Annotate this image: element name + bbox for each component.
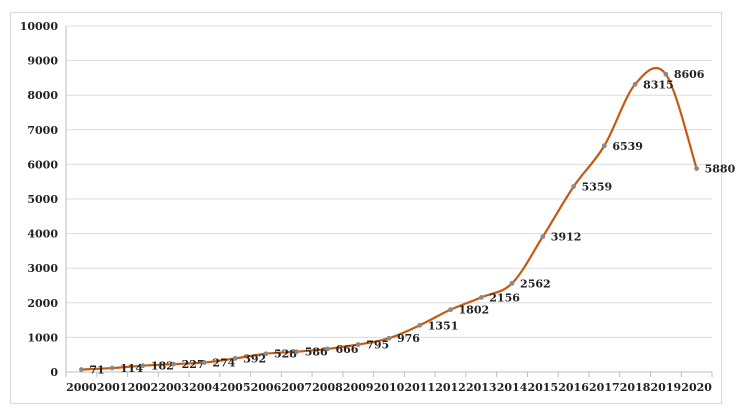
data-point bbox=[663, 71, 669, 77]
data-point bbox=[109, 365, 115, 371]
data-label: 666 bbox=[335, 343, 358, 356]
data-label: 2156 bbox=[489, 291, 520, 304]
data-label: 795 bbox=[366, 338, 389, 351]
data-point bbox=[355, 342, 361, 347]
data-label: 182 bbox=[151, 360, 174, 373]
data-label: 6539 bbox=[612, 140, 643, 153]
y-tick-label: 2000 bbox=[27, 297, 58, 310]
y-tick-label: 5000 bbox=[27, 193, 58, 206]
data-label: 8606 bbox=[674, 68, 705, 81]
data-label: 5880 bbox=[705, 163, 736, 176]
data-label: 392 bbox=[243, 352, 266, 365]
data-label: 1351 bbox=[428, 319, 459, 332]
x-tick-label: 2017 bbox=[589, 381, 620, 394]
x-tick-label: 2009 bbox=[343, 381, 374, 394]
x-tick-label: 2014 bbox=[497, 381, 528, 394]
x-tick-label: 2002 bbox=[128, 381, 159, 394]
data-point bbox=[601, 143, 607, 149]
series-line bbox=[81, 67, 698, 371]
x-tick-label: 2007 bbox=[281, 381, 312, 394]
x-tick-label: 2006 bbox=[251, 381, 282, 394]
data-label: 1802 bbox=[459, 304, 490, 317]
data-point bbox=[386, 335, 392, 341]
chart-frame bbox=[10, 12, 722, 404]
x-tick-label: 2004 bbox=[189, 381, 220, 394]
data-label: 976 bbox=[397, 332, 420, 345]
x-tick-label: 2013 bbox=[466, 381, 497, 394]
y-tick-label: 6000 bbox=[27, 158, 58, 171]
data-point bbox=[78, 367, 84, 372]
y-tick-label: 4000 bbox=[27, 228, 58, 241]
y-tick-label: 9000 bbox=[27, 55, 58, 68]
data-point bbox=[325, 346, 330, 352]
x-tick-label: 2001 bbox=[97, 381, 128, 394]
x-tick-label: 2003 bbox=[158, 381, 189, 394]
y-tick-label: 3000 bbox=[27, 262, 58, 275]
x-tick-label: 2008 bbox=[312, 381, 343, 394]
y-tick-label: 1000 bbox=[27, 331, 58, 344]
data-point bbox=[202, 360, 207, 365]
x-tick-label: 2018 bbox=[620, 381, 651, 394]
data-point bbox=[478, 295, 484, 300]
y-tick-label: 7000 bbox=[27, 124, 58, 137]
data-point bbox=[171, 361, 177, 367]
data-point bbox=[509, 280, 515, 286]
x-tick-label: 2012 bbox=[435, 381, 466, 394]
data-label: 8315 bbox=[643, 78, 674, 91]
data-label: 114 bbox=[120, 362, 143, 375]
data-label: 2562 bbox=[520, 277, 551, 290]
data-point bbox=[448, 307, 453, 313]
data-label: 5359 bbox=[582, 181, 613, 194]
data-point bbox=[232, 356, 238, 361]
data-point bbox=[140, 363, 146, 369]
x-tick-label: 2016 bbox=[558, 381, 589, 394]
data-label: 528 bbox=[274, 348, 297, 361]
data-label: 71 bbox=[89, 364, 104, 377]
data-label: 3912 bbox=[551, 231, 582, 244]
x-tick-label: 2005 bbox=[220, 381, 251, 394]
data-label: 274 bbox=[212, 357, 235, 370]
data-label: 227 bbox=[182, 358, 205, 371]
x-tick-label: 2011 bbox=[404, 381, 435, 394]
data-point bbox=[263, 351, 269, 357]
x-tick-label: 2015 bbox=[527, 381, 558, 394]
y-tick-label: 0 bbox=[50, 366, 58, 379]
data-point bbox=[540, 234, 546, 240]
data-point bbox=[632, 81, 638, 87]
y-tick-label: 10000 bbox=[20, 20, 59, 33]
y-tick-label: 8000 bbox=[27, 89, 58, 102]
x-tick-label: 2020 bbox=[681, 381, 712, 394]
data-label: 586 bbox=[305, 346, 328, 359]
data-point bbox=[294, 349, 300, 355]
x-tick-label: 2019 bbox=[651, 381, 682, 394]
data-point bbox=[417, 322, 423, 328]
x-tick-label: 2000 bbox=[66, 381, 97, 394]
data-point bbox=[571, 184, 576, 189]
x-tick-label: 2010 bbox=[374, 381, 405, 394]
data-point bbox=[694, 166, 700, 171]
